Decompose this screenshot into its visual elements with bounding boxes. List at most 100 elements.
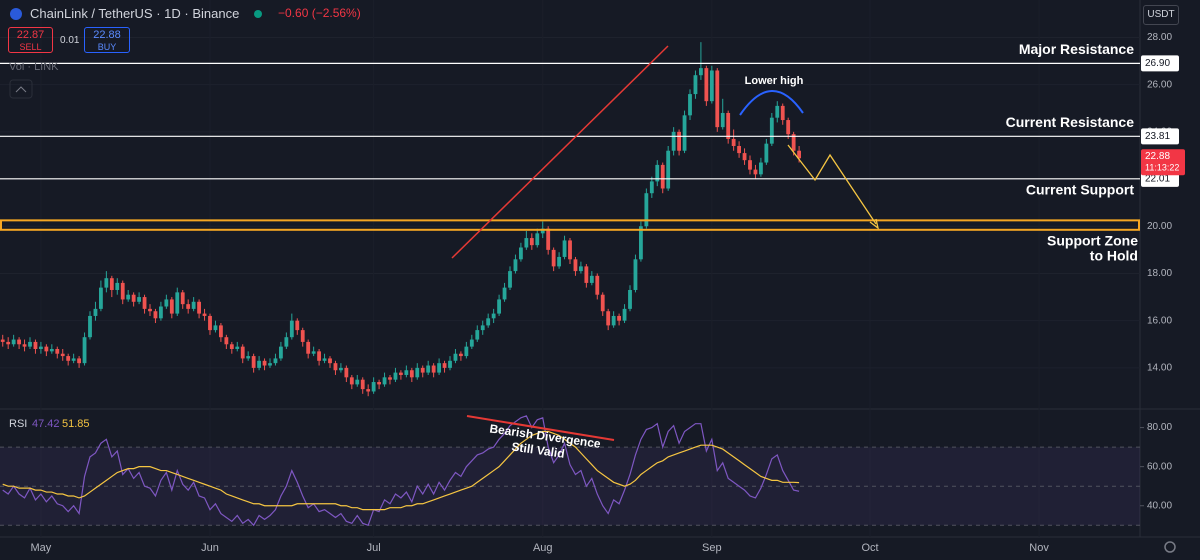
candle-body bbox=[540, 228, 545, 234]
candle-body bbox=[311, 351, 316, 354]
candle-body bbox=[77, 358, 81, 364]
buy-label: BUY bbox=[97, 42, 117, 52]
rsi-ma-value: 51.85 bbox=[62, 418, 90, 430]
candle-body bbox=[377, 382, 381, 385]
price-change: −0.60 (−2.56%) bbox=[278, 6, 361, 20]
candle-body bbox=[349, 377, 354, 385]
candle-body bbox=[126, 294, 131, 300]
volume-label: Vol · LINK bbox=[9, 61, 59, 73]
candle-body bbox=[382, 377, 387, 385]
candle-body bbox=[600, 294, 605, 312]
candle-body bbox=[213, 325, 218, 331]
candle-body bbox=[175, 292, 180, 314]
candle-body bbox=[355, 379, 360, 385]
candle-body bbox=[475, 330, 480, 340]
candle-body bbox=[60, 353, 65, 357]
candle-body bbox=[469, 339, 474, 347]
candle-body bbox=[682, 115, 687, 151]
marks bbox=[0, 42, 1140, 527]
collapse-button[interactable] bbox=[9, 79, 33, 99]
candle-body bbox=[780, 105, 785, 121]
candle-body bbox=[393, 372, 398, 380]
candle-body bbox=[11, 339, 16, 345]
sell-label: SELL bbox=[19, 42, 42, 52]
candle-body bbox=[726, 112, 731, 139]
candle-body bbox=[366, 389, 371, 392]
candle-body bbox=[235, 346, 240, 349]
candle-body bbox=[409, 370, 414, 378]
rsi-value: 47.42 bbox=[32, 418, 60, 430]
candle-body bbox=[322, 358, 327, 361]
candle-body bbox=[573, 259, 578, 272]
candle-body bbox=[622, 308, 627, 321]
candle-body bbox=[535, 233, 540, 246]
settings-icon[interactable] bbox=[1164, 541, 1176, 553]
y-tick-label: 26.00 bbox=[1147, 79, 1172, 90]
zone-name: to Hold bbox=[1090, 248, 1138, 264]
candle-body bbox=[344, 367, 349, 378]
last-price-label: 22.88 bbox=[1145, 151, 1170, 162]
candle-body bbox=[486, 318, 491, 326]
buy-button[interactable]: 22.88 BUY bbox=[84, 27, 130, 53]
candle-body bbox=[262, 360, 267, 366]
candle-body bbox=[551, 249, 556, 267]
symbol: ChainLink / TetherUS · 1D · Binance bbox=[30, 6, 240, 21]
zone-name: Support Zone bbox=[1047, 233, 1138, 249]
candle-body bbox=[0, 339, 5, 342]
candle-body bbox=[49, 348, 54, 352]
candle-body bbox=[268, 363, 272, 366]
y-tick-label: 80.00 bbox=[1147, 422, 1172, 433]
candle-body bbox=[579, 266, 583, 272]
level-name: Current Support bbox=[1026, 182, 1134, 198]
currency-button[interactable]: USDT bbox=[1143, 5, 1179, 25]
symbol-logo bbox=[10, 8, 22, 20]
candle-body bbox=[617, 315, 621, 321]
candle-body bbox=[208, 315, 212, 331]
candle-body bbox=[55, 348, 60, 354]
candle-body bbox=[159, 306, 163, 319]
candle-body bbox=[759, 162, 763, 175]
candle-body bbox=[180, 292, 185, 305]
candle-body bbox=[44, 346, 49, 352]
y-tick-label: 28.00 bbox=[1147, 32, 1172, 43]
y-tick-label: 14.00 bbox=[1147, 363, 1172, 374]
candle-body bbox=[22, 344, 27, 347]
candle-body bbox=[33, 341, 38, 349]
x-tick-label: May bbox=[31, 542, 52, 554]
rsi-line bbox=[2, 430, 800, 511]
candle-body bbox=[240, 346, 245, 359]
candle-body bbox=[289, 320, 294, 338]
candle-body bbox=[137, 297, 141, 302]
candle-body bbox=[224, 337, 229, 345]
candle-body bbox=[88, 315, 92, 338]
candle-body bbox=[709, 70, 714, 102]
y-tick-label: 20.00 bbox=[1147, 221, 1172, 232]
candle-body bbox=[360, 379, 365, 390]
candle-body bbox=[426, 365, 431, 373]
candle-body bbox=[688, 94, 692, 116]
candle-body bbox=[246, 356, 251, 359]
trend-line bbox=[451, 45, 669, 259]
level-name: Major Resistance bbox=[1019, 41, 1134, 57]
candle-body bbox=[704, 68, 709, 102]
candle-body bbox=[404, 370, 409, 375]
spread: 0.01 bbox=[60, 35, 80, 46]
candle-body bbox=[273, 358, 278, 364]
lower-high-arc bbox=[739, 90, 804, 116]
level-tag-label: 22.01 bbox=[1145, 173, 1170, 184]
candle-body bbox=[219, 325, 223, 338]
candle-body bbox=[279, 346, 283, 359]
sell-button[interactable]: 22.87 SELL bbox=[8, 27, 53, 53]
candle-body bbox=[720, 112, 725, 128]
candle-body bbox=[371, 382, 376, 392]
candle-body bbox=[649, 181, 654, 194]
candle-body bbox=[306, 341, 311, 354]
rsi-title: RSI bbox=[9, 418, 27, 430]
candle-body bbox=[415, 367, 420, 378]
candle-body bbox=[502, 287, 507, 300]
candle-body bbox=[453, 353, 458, 361]
candle-body bbox=[513, 259, 518, 272]
x-tick-label: Jun bbox=[201, 542, 219, 554]
annotation: Lower high bbox=[745, 75, 804, 87]
